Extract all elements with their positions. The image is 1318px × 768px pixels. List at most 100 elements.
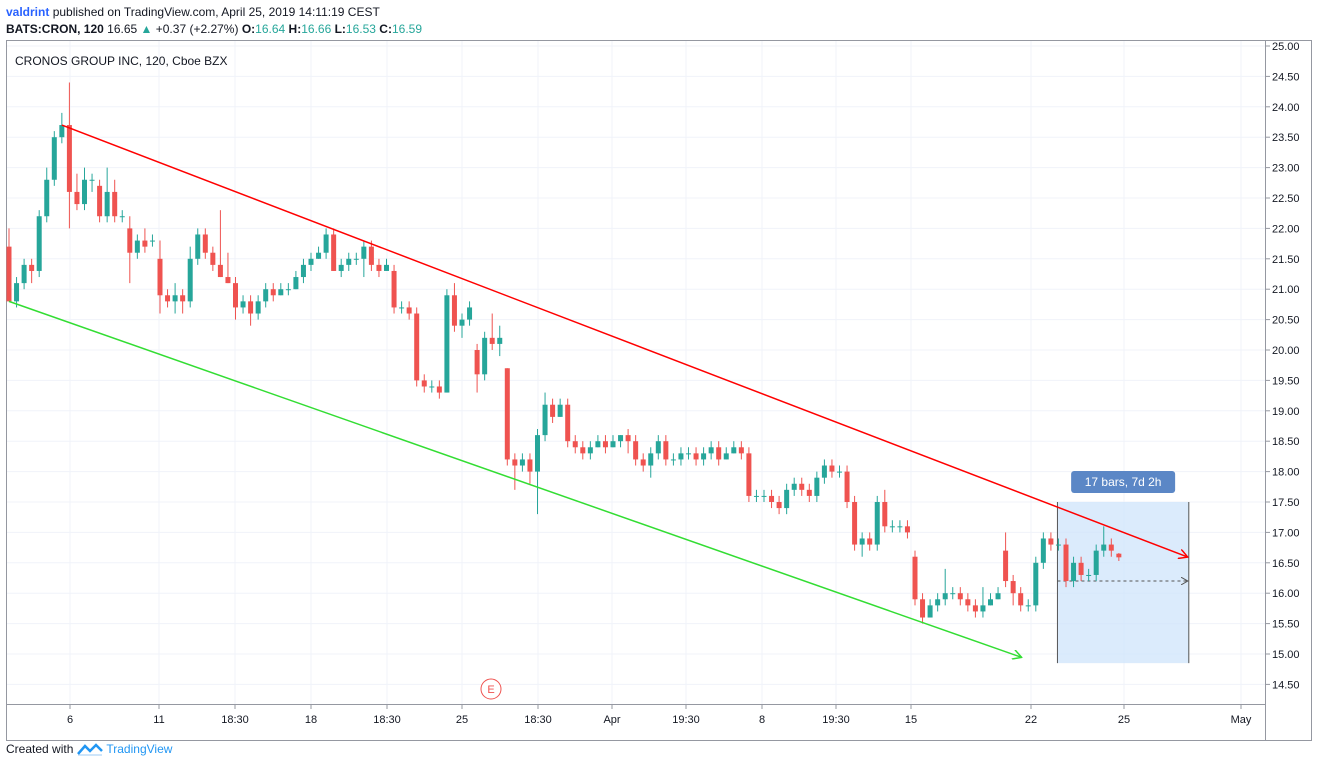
candle-body: [988, 599, 993, 606]
candle: [202, 228, 208, 259]
candle-body: [806, 489, 812, 496]
candle-body: [648, 453, 654, 466]
candle: [565, 398, 571, 448]
candle: [270, 283, 276, 302]
candle: [769, 489, 775, 509]
candle-body: [708, 447, 714, 454]
candle: [519, 453, 525, 472]
candle: [240, 295, 246, 314]
candle: [995, 587, 1001, 600]
candle: [308, 252, 314, 271]
outer-frame: [6, 40, 1312, 741]
candle-body: [580, 447, 586, 454]
candle-body: [814, 477, 820, 496]
y-axis[interactable]: 25.00 24.50 24.00 23.50 23.00 22.50 22.00 21.50…: [1265, 41, 1300, 741]
chart-header: valdrint published on TradingView.com, A…: [6, 4, 422, 38]
candle-body: [927, 605, 933, 618]
candle-body: [799, 483, 805, 490]
candle: [512, 453, 518, 490]
date-range-measure[interactable]: 17 bars, 7d 2h: [1056, 471, 1190, 664]
candle: [738, 441, 744, 460]
author-name[interactable]: valdrint: [6, 5, 50, 19]
candle-body: [1063, 544, 1069, 582]
candle: [972, 599, 978, 618]
created-with-label: Created with: [6, 742, 74, 756]
lower-support-line: [8, 300, 1021, 657]
candle-body: [1086, 574, 1092, 576]
candle: [723, 447, 729, 460]
earnings-event-marker[interactable]: E: [480, 678, 502, 700]
candle-body: [255, 301, 261, 314]
symbol-label: BATS:CRON, 120: [6, 22, 104, 36]
y-tick-label: 22.00: [1272, 223, 1300, 235]
high-value: 16.66: [301, 22, 332, 36]
candle: [323, 228, 329, 259]
candle: [1078, 556, 1084, 582]
grid: [7, 41, 1265, 704]
candle: [799, 477, 805, 496]
y-tick-label: 19.00: [1272, 406, 1300, 418]
candle: [701, 447, 707, 466]
candle-body: [474, 350, 480, 375]
candle: [791, 477, 797, 496]
candle: [51, 131, 57, 186]
candle: [1025, 599, 1031, 612]
candle: [904, 520, 910, 539]
candle: [459, 313, 465, 338]
x-tick-label: 19:30: [822, 714, 850, 726]
candle-body: [316, 252, 322, 259]
y-tick-label: 24.50: [1272, 71, 1300, 83]
candle-body: [459, 319, 465, 326]
candle-body: [308, 258, 314, 265]
x-axis[interactable]: 6 11 18:30 18 18:30 25 18:30 Apr 19:30 8 19:30 15 22…: [7, 704, 1265, 726]
candle: [149, 234, 155, 247]
candle: [436, 380, 442, 399]
candle: [889, 520, 895, 533]
candle-body: [670, 459, 676, 461]
candle: [293, 270, 299, 290]
candle: [89, 173, 95, 192]
candle-body: [602, 441, 608, 448]
candle-body: [1071, 562, 1077, 582]
candle-body: [89, 179, 95, 181]
candle-body: [104, 191, 110, 217]
trendlines[interactable]: [8, 124, 1187, 657]
candle: [1018, 587, 1024, 612]
candle: [29, 258, 35, 284]
candles: [6, 82, 1122, 624]
close-label: C:: [379, 22, 392, 36]
candle: [82, 167, 87, 211]
y-tick-label: 21.50: [1272, 254, 1300, 266]
candle-body: [195, 234, 201, 259]
range-label-box: [1071, 471, 1176, 493]
x-tick-label: 8: [759, 714, 765, 726]
candle-body: [391, 270, 397, 308]
tradingview-logo-icon: [77, 743, 104, 756]
candle: [897, 520, 903, 533]
candle-body: [436, 386, 442, 393]
candle: [353, 252, 359, 265]
candle-body: [829, 465, 835, 472]
candle-body: [904, 526, 910, 533]
candle: [663, 435, 669, 466]
x-tick-label: 25: [456, 714, 468, 726]
candle-body: [240, 301, 246, 308]
candle-body: [874, 502, 880, 545]
candle-body: [519, 459, 525, 466]
candle: [119, 210, 125, 223]
candle: [980, 587, 986, 618]
tradingview-brand[interactable]: TradingView: [106, 742, 173, 756]
candle-body: [912, 556, 918, 600]
candle: [165, 289, 171, 308]
x-tick-label: 25: [1118, 714, 1130, 726]
candle-body: [149, 240, 155, 242]
candle: [421, 374, 427, 393]
candle: [776, 495, 782, 515]
candle: [195, 228, 201, 265]
candle-body: [716, 447, 722, 460]
candle: [36, 210, 42, 278]
candle: [429, 380, 435, 393]
candle-body: [331, 234, 337, 271]
candle-body: [935, 599, 941, 606]
